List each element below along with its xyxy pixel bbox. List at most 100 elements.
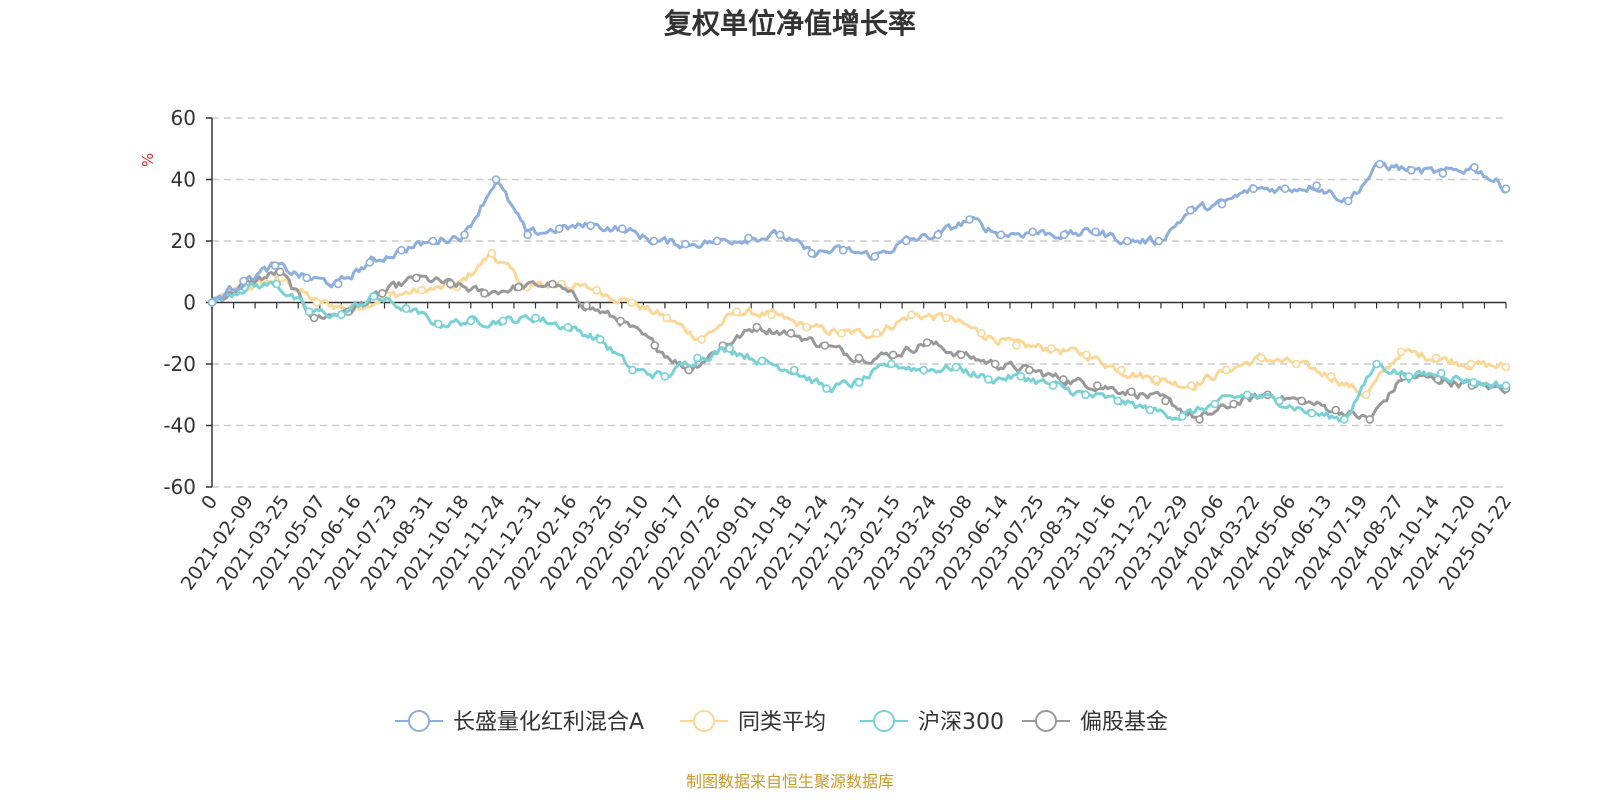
- data-point: [1117, 365, 1126, 375]
- data-point: [586, 221, 596, 230]
- data-point: [1396, 347, 1406, 357]
- data-point: [1404, 371, 1414, 381]
- y-tick-label: 20: [171, 229, 196, 253]
- data-point: [660, 371, 670, 381]
- data-point: [752, 322, 762, 332]
- data-point: [446, 279, 455, 289]
- data-point: [1048, 381, 1058, 390]
- data-point: [207, 298, 217, 307]
- data-point: [480, 288, 489, 298]
- y-tick-label: 40: [171, 168, 196, 192]
- data-point: [582, 301, 591, 310]
- data-point: [1249, 184, 1258, 193]
- data-point: [1466, 359, 1476, 369]
- data-point: [369, 292, 379, 301]
- data-point: [302, 273, 312, 283]
- data-point: [1326, 371, 1336, 381]
- data-point: [951, 362, 961, 372]
- data-point: [1059, 230, 1069, 240]
- data-point: [1365, 415, 1375, 424]
- data-point: [684, 365, 694, 375]
- y-axis-unit: %: [139, 153, 157, 167]
- data-point: [523, 230, 532, 240]
- legend-item[interactable]: 偏股基金: [1022, 710, 1168, 735]
- data-point: [919, 365, 929, 375]
- data-point: [922, 338, 932, 347]
- data-point: [1113, 396, 1123, 406]
- data-point: [1501, 362, 1511, 372]
- data-point: [466, 316, 476, 326]
- data-point: [837, 328, 846, 338]
- legend-label: 偏股基金: [1080, 710, 1168, 735]
- legend-label: 同类平均: [738, 710, 826, 735]
- data-point: [1470, 162, 1479, 172]
- data-point: [548, 279, 557, 289]
- data-point: [1437, 368, 1446, 378]
- data-point: [732, 307, 741, 317]
- data-point: [725, 344, 734, 353]
- data-point: [401, 304, 411, 313]
- data-point: [1431, 353, 1441, 363]
- legend-marker: [693, 710, 715, 732]
- y-tick-label: 60: [171, 106, 196, 130]
- data-point: [397, 245, 406, 255]
- data-point: [333, 279, 343, 289]
- data-point: [1152, 375, 1161, 384]
- data-point: [907, 310, 916, 320]
- data-point: [870, 252, 880, 261]
- data-point: [460, 230, 469, 240]
- data-point: [965, 215, 974, 224]
- data-point: [1093, 381, 1102, 390]
- data-point: [933, 230, 943, 240]
- legend-item[interactable]: 长盛量化红利混合A: [395, 710, 644, 735]
- data-point: [554, 224, 564, 233]
- data-point: [531, 313, 540, 323]
- data-point: [1375, 159, 1385, 169]
- data-point: [270, 261, 280, 270]
- y-tick-label: -20: [163, 352, 196, 376]
- data-point: [417, 285, 427, 295]
- y-tick-label: -40: [163, 414, 196, 438]
- data-point: [1312, 181, 1321, 190]
- data-point: [712, 236, 722, 246]
- data-point: [1331, 405, 1340, 415]
- data-point: [802, 322, 811, 332]
- data-point: [592, 285, 602, 295]
- series-0: [207, 159, 1511, 307]
- data-point: [1291, 359, 1301, 369]
- y-tick-label: 0: [183, 291, 196, 315]
- data-point: [428, 236, 438, 246]
- data-point: [434, 319, 443, 329]
- data-point: [411, 273, 421, 283]
- data-point: [1229, 399, 1238, 409]
- data-point: [956, 350, 966, 360]
- series-1: [207, 249, 1511, 400]
- data-point: [1016, 371, 1026, 381]
- data-point: [681, 239, 690, 249]
- legend-item[interactable]: 沪深300: [860, 710, 1004, 735]
- data-point: [789, 365, 799, 375]
- data-point: [822, 384, 831, 393]
- data-point: [1307, 408, 1317, 418]
- data-point: [1217, 199, 1227, 209]
- series-line: [211, 252, 1507, 398]
- data-point: [616, 316, 625, 326]
- legend-marker: [873, 710, 895, 732]
- data-point: [1340, 415, 1349, 424]
- legend[interactable]: 长盛量化红利混合A 同类平均 沪深300 偏股基金: [395, 710, 1168, 735]
- data-point: [786, 328, 796, 338]
- data-point: [1275, 396, 1284, 406]
- data-point: [807, 249, 817, 258]
- data-point: [1154, 236, 1164, 246]
- data-point: [1256, 353, 1266, 363]
- data-point: [1091, 227, 1100, 237]
- data-point: [820, 341, 830, 350]
- data-point: [650, 341, 660, 350]
- legend-item[interactable]: 同类平均: [680, 710, 826, 735]
- data-point: [1123, 236, 1132, 246]
- data-point: [377, 288, 387, 298]
- data-point: [984, 375, 993, 384]
- data-point: [1161, 396, 1170, 406]
